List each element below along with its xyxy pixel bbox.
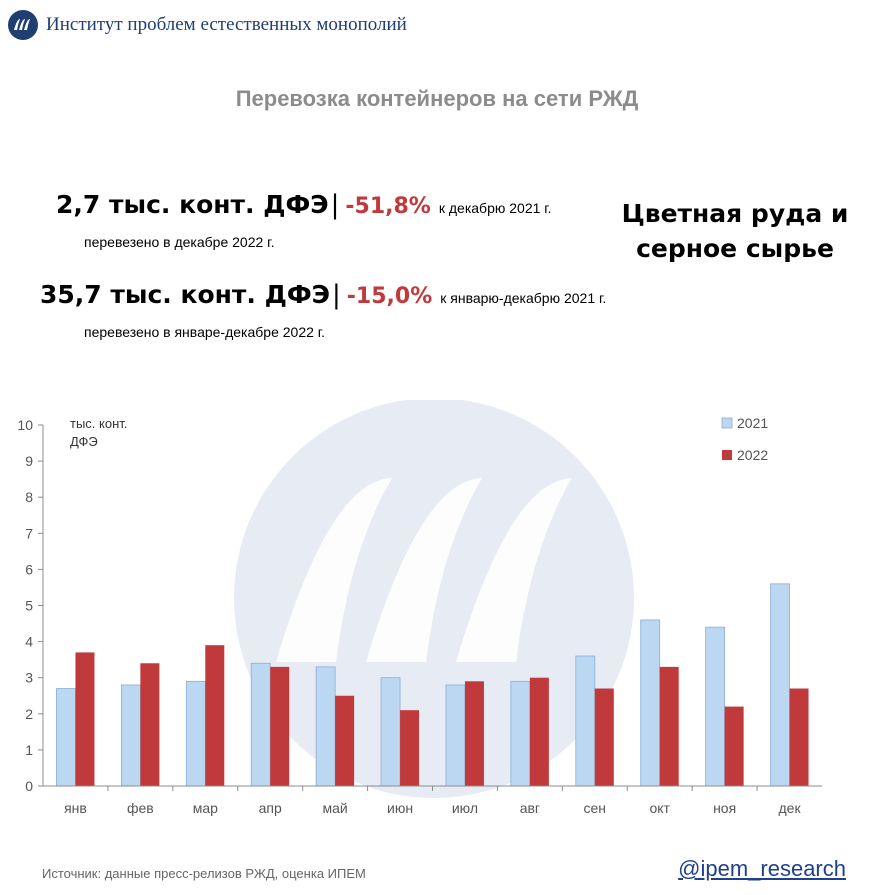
bar-2022-дек [789,688,809,786]
bar-2021-июн [380,677,401,787]
bar-2022-окт [659,666,679,786]
stat-annual-separator: | [332,280,341,310]
bar-2021-ноя [705,626,726,787]
y-axis-label-line-1: тыс. конт. [70,416,127,431]
stat-monthly: 2,7 тыс. конт. ДФЭ | -51,8% к декабрю 20… [56,190,552,220]
bar-2022-апр [270,666,290,786]
bar-2022-янв [75,652,95,786]
y-tick-label: 10 [17,417,33,433]
x-tick-label: июн [387,800,413,816]
x-tick-label: май [323,800,348,816]
legend-swatch-2021 [721,417,733,429]
x-tick-label: янв [64,800,87,816]
bar-2022-фев [140,663,160,786]
y-axis-label-line-2: ДФЭ [70,434,98,449]
bar-chart: 0 1 2 3 4 5 6 7 8 9 10 янв фев мар апр май июн июл авг сен… [17,400,822,816]
stat-monthly-value: 2,7 тыс. конт. ДФЭ [56,190,329,219]
org-name: Институт проблем естественных монополий [46,14,407,35]
y-tick-label: 7 [25,525,33,541]
stat-annual-note: перевезено в январе-декабре 2022 г. [84,324,326,340]
y-tick-label: 3 [25,670,33,686]
legend-swatch-2022 [722,450,732,460]
bar-2021-окт [640,619,661,787]
y-tick-label: 9 [25,453,33,469]
stat-annual-change: -15,0% [346,284,433,309]
logo: Институт проблем естественных монополий [8,10,407,40]
y-tick-label: 6 [25,561,33,577]
y-tick-label: 4 [25,634,33,650]
source-note: Источник: данные пресс-релизов РЖД, оцен… [42,866,366,881]
y-tick-label: 0 [25,778,33,794]
bar-2021-авг [510,680,531,787]
x-tick-label: июл [452,800,478,816]
page-title: Перевозка контейнеров на сети РЖД [235,86,639,111]
x-tick-label: окт [649,800,670,816]
bar-2022-июн [400,710,420,786]
cargo-type: Цветная руда и серное сырье [621,199,849,263]
stat-monthly-separator: | [330,190,340,220]
y-tick-label: 5 [25,598,33,614]
x-tick-label: апр [259,800,282,816]
bar-2021-дек [770,583,790,787]
bar-2021-мар [185,680,206,787]
x-tick-label: мар [193,800,218,816]
bar-2022-май [335,695,355,786]
x-tick-label: сен [584,800,607,816]
x-tick-label: авг [520,800,540,816]
legend-label-2022: 2022 [737,447,768,463]
stat-annual: 35,7 тыс. конт. ДФЭ | -15,0% к январю-де… [40,280,606,310]
stat-monthly-change: -51,8% [345,194,431,219]
bar-2022-авг [529,677,549,786]
bar-2022-сен [594,688,614,786]
watermark [234,400,634,798]
x-tick-label: ноя [713,800,736,816]
bar-2021-янв [56,688,76,787]
y-tick-label: 2 [25,706,33,722]
bar-2021-май [315,666,336,787]
stat-annual-comparison: к январю-декабрю 2021 г. [440,290,607,306]
bar-2021-апр [250,662,271,787]
bar-2022-июл [464,681,484,786]
x-tick-label: дек [778,800,801,816]
stat-monthly-note: перевезено в декабре 2022 г. [84,234,275,250]
ipem-logo-icon [8,10,38,40]
bar-2022-мар [205,645,225,786]
stat-monthly-comparison: к декабрю 2021 г. [438,200,552,216]
legend-label-2021: 2021 [737,415,768,431]
bar-2021-сен [575,655,596,787]
stat-annual-value: 35,7 тыс. конт. ДФЭ [40,280,331,309]
bar-2022-ноя [724,706,744,786]
y-tick-label: 8 [25,489,33,505]
x-tick-label: фев [127,800,154,816]
bar-2021-фев [120,684,141,787]
bar-2021-июл [445,684,466,787]
social-handle-link[interactable]: @ipem_research [678,856,846,881]
legend: 2021 2022 [721,415,768,463]
y-tick-label: 1 [25,742,33,758]
